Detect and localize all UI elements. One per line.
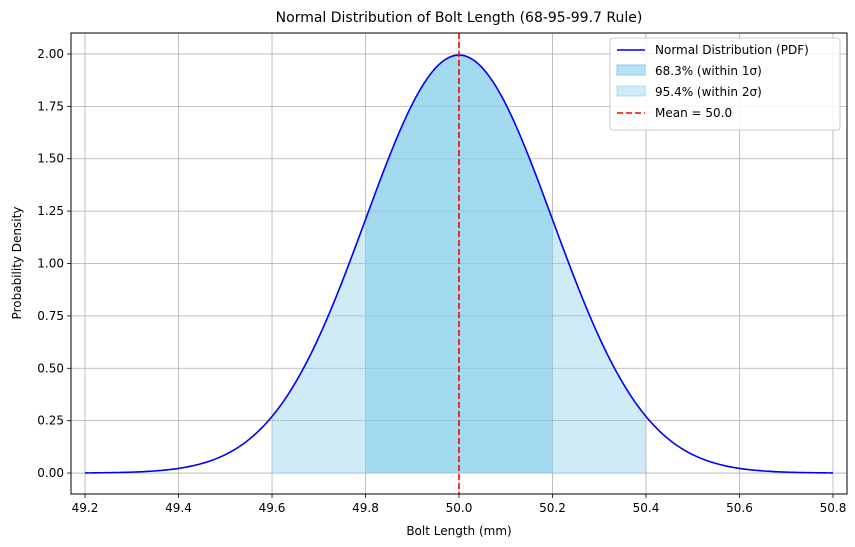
legend-box — [609, 37, 841, 131]
y-tick-label: 1.75 — [37, 99, 64, 113]
y-tick-label: 0.00 — [37, 466, 64, 480]
y-tick-label: 1.50 — [37, 152, 64, 166]
x-tick-label: 50.8 — [820, 501, 847, 515]
x-tick-label: 50.0 — [446, 501, 473, 515]
y-tick-label: 1.00 — [37, 257, 64, 271]
x-tick-label: 49.4 — [165, 501, 192, 515]
x-tick-label: 49.8 — [352, 501, 379, 515]
x-tick-label: 49.6 — [259, 501, 286, 515]
x-tick-label: 50.2 — [539, 501, 566, 515]
chart-title: Normal Distribution of Bolt Length (68-9… — [276, 10, 643, 26]
x-axis-label: Bolt Length (mm) — [406, 524, 511, 538]
fill-areas — [272, 55, 646, 474]
series-lines — [85, 33, 833, 494]
y-tick-label: 1.25 — [37, 204, 64, 218]
y-axis-label: Probability Density — [10, 207, 24, 320]
legend-2sigma-swatch — [616, 85, 646, 97]
legend-2sigma-label: 95.4% (within 2σ) — [655, 85, 762, 99]
x-tick-label: 50.6 — [726, 501, 753, 515]
y-tick-label: 0.50 — [37, 361, 64, 375]
legend-1sigma-swatch — [616, 64, 646, 76]
x-tick-label: 50.4 — [633, 501, 660, 515]
y-tick-label: 0.75 — [37, 309, 64, 323]
legend-mean-label: Mean = 50.0 — [655, 106, 732, 120]
x-tick-label: 49.2 — [72, 501, 99, 515]
fill-1sigma — [365, 55, 553, 474]
legend-pdf-label: Normal Distribution (PDF) — [655, 43, 809, 57]
legend-1sigma-label: 68.3% (within 1σ) — [655, 64, 762, 78]
y-tick-label: 2.00 — [37, 47, 64, 61]
axis-ticks: 49.2 49.4 49.6 49.8 50.0 50.2 50.4 50.6 50.8 0.00… — [37, 47, 846, 515]
legend: Normal Distribution (PDF) 68.3% (within … — [609, 37, 841, 131]
y-tick-label: 0.25 — [37, 414, 64, 428]
